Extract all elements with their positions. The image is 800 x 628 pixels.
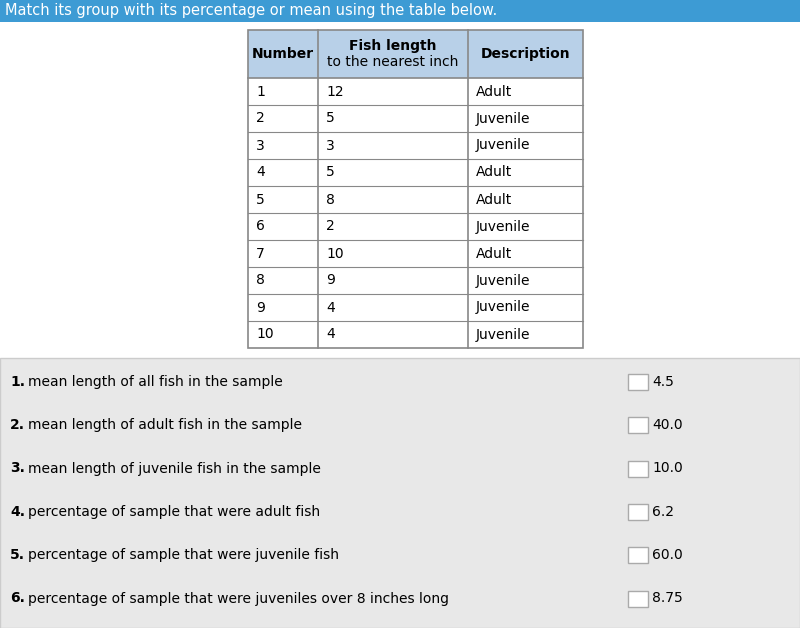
Text: 10: 10 [256,327,274,342]
Text: Adult: Adult [476,193,512,207]
Text: 4.5: 4.5 [652,375,674,389]
Text: 10: 10 [326,247,344,261]
Text: 7: 7 [256,247,265,261]
Text: Juvenile: Juvenile [476,112,530,126]
Text: 4: 4 [256,166,265,180]
Text: Juvenile: Juvenile [476,301,530,315]
Text: 6: 6 [256,220,265,234]
Text: 10.0: 10.0 [652,462,682,475]
Text: 2: 2 [256,112,265,126]
Text: 6.2: 6.2 [652,505,674,519]
Text: 8.75: 8.75 [652,592,682,605]
Text: Number: Number [252,47,314,61]
Text: 8: 8 [256,274,265,288]
Bar [248,321,583,348]
Bar [0,358,800,628]
Text: 3.: 3. [10,462,25,475]
Bar [248,213,583,240]
Bar [248,30,583,348]
Bar [248,78,583,105]
Text: 4.: 4. [10,505,25,519]
Bar [628,374,648,390]
Text: 6.: 6. [10,592,25,605]
Bar [0,0,800,22]
Text: 3: 3 [256,139,265,153]
Text: Juvenile: Juvenile [476,220,530,234]
Text: Adult: Adult [476,85,512,99]
Text: 40.0: 40.0 [652,418,682,432]
Text: Adult: Adult [476,247,512,261]
Bar [248,267,583,294]
Text: Adult: Adult [476,166,512,180]
Text: percentage of sample that were juvenile fish: percentage of sample that were juvenile … [28,548,339,562]
Text: mean length of all fish in the sample: mean length of all fish in the sample [28,375,282,389]
Text: 5: 5 [326,166,334,180]
Bar [248,159,583,186]
Text: 5.: 5. [10,548,25,562]
Text: Fish length: Fish length [350,39,437,53]
Bar [248,30,583,78]
Text: Juvenile: Juvenile [476,139,530,153]
Text: mean length of juvenile fish in the sample: mean length of juvenile fish in the samp… [28,462,321,475]
Text: Juvenile: Juvenile [476,274,530,288]
Text: 5: 5 [326,112,334,126]
Bar [248,105,583,132]
Text: 2.: 2. [10,418,25,432]
Bar [628,590,648,607]
Text: 8: 8 [326,193,335,207]
Text: 5: 5 [256,193,265,207]
Text: 4: 4 [326,327,334,342]
Text: 2: 2 [326,220,334,234]
Text: Description: Description [481,47,570,61]
Bar [248,294,583,321]
Text: 60.0: 60.0 [652,548,682,562]
Bar [628,504,648,520]
Text: 9: 9 [326,274,335,288]
Text: 4: 4 [326,301,334,315]
Bar [248,186,583,213]
Text: mean length of adult fish in the sample: mean length of adult fish in the sample [28,418,302,432]
Text: to the nearest inch: to the nearest inch [327,55,458,69]
Text: percentage of sample that were adult fish: percentage of sample that were adult fis… [28,505,320,519]
Text: percentage of sample that were juveniles over 8 inches long: percentage of sample that were juveniles… [28,592,449,605]
Text: 3: 3 [326,139,334,153]
Bar [628,417,648,433]
Text: 9: 9 [256,301,265,315]
Bar [628,460,648,477]
Bar [248,132,583,159]
Bar [628,547,648,563]
Text: 1.: 1. [10,375,25,389]
Text: 1: 1 [256,85,265,99]
Bar [248,240,583,267]
Text: 12: 12 [326,85,344,99]
Text: Juvenile: Juvenile [476,327,530,342]
Text: Match its group with its percentage or mean using the table below.: Match its group with its percentage or m… [5,4,498,18]
